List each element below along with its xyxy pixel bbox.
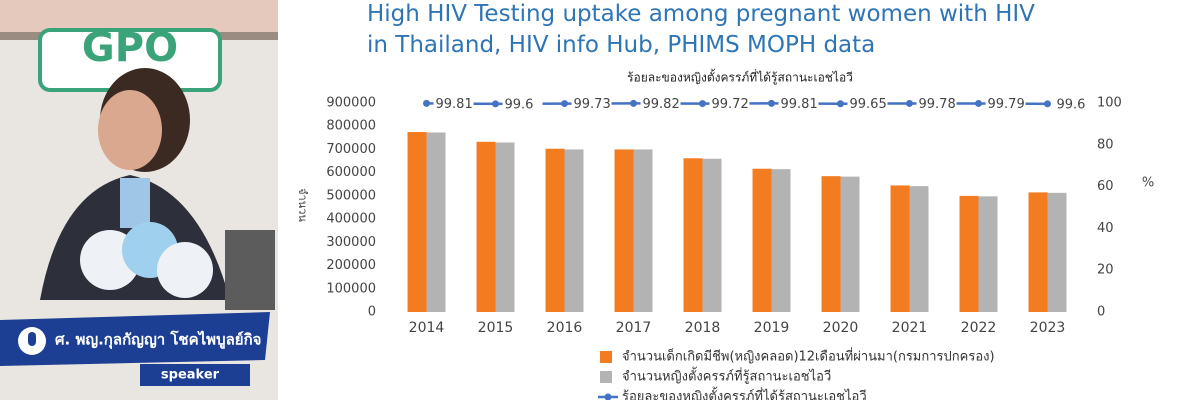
y2-axis-label: % bbox=[1142, 176, 1154, 191]
y-tick-label: 700000 bbox=[326, 142, 376, 157]
bar bbox=[495, 142, 515, 312]
y2-tick-label: 20 bbox=[1097, 263, 1114, 278]
chart-title: High HIV Testing uptake among pregnant w… bbox=[367, 1, 1035, 58]
bar bbox=[407, 132, 427, 312]
data-label: 99.65 bbox=[850, 97, 887, 112]
y2-tick-label: 100 bbox=[1097, 96, 1122, 111]
chart-subtitle: ร้อยละของหญิงตั้งครรภ์ที่ได้รู้สถานะเอชไ… bbox=[627, 69, 853, 86]
bar bbox=[476, 141, 496, 312]
face bbox=[98, 90, 162, 170]
y-tick-label: 500000 bbox=[326, 188, 376, 203]
bar bbox=[702, 158, 722, 312]
bar bbox=[959, 195, 979, 312]
top-photo bbox=[0, 0, 278, 32]
x-tick-label: 2015 bbox=[478, 320, 514, 336]
x-tick-label: 2022 bbox=[961, 320, 997, 336]
scarf bbox=[120, 178, 150, 228]
legend-label: จำนวนหญิงตั้งครรภ์ที่รู้สถานะเอชไอวี bbox=[622, 367, 831, 385]
data-label-bg bbox=[1054, 95, 1095, 112]
y2-tick-label: 80 bbox=[1097, 137, 1114, 152]
data-label: 99.82 bbox=[643, 97, 680, 112]
podium bbox=[225, 230, 275, 310]
data-label-bg bbox=[985, 95, 1026, 112]
y-axis-label: จำนวน bbox=[296, 188, 309, 222]
line-marker bbox=[1044, 100, 1051, 108]
data-label: 99.78 bbox=[919, 97, 956, 112]
x-tick-label: 2014 bbox=[409, 320, 445, 336]
data-label-bg bbox=[640, 95, 681, 112]
mic-icon bbox=[28, 332, 36, 346]
bar bbox=[890, 185, 910, 312]
y2-tick-label: 0 bbox=[1097, 305, 1105, 320]
bar bbox=[1047, 192, 1067, 312]
x-tick-label: 2017 bbox=[616, 320, 652, 336]
data-label: 99.73 bbox=[574, 97, 611, 112]
flowers bbox=[157, 242, 213, 298]
line-marker bbox=[975, 99, 982, 107]
speaker-name: ศ. พญ.กุลกัญญา โชคไพบูลย์กิจ bbox=[55, 330, 261, 350]
data-label: 99.81 bbox=[781, 97, 818, 112]
bar bbox=[614, 149, 634, 312]
bar bbox=[978, 196, 998, 312]
legend-swatch bbox=[604, 393, 612, 400]
x-tick-label: 2021 bbox=[892, 320, 928, 336]
line-marker bbox=[906, 99, 913, 107]
data-label-bg bbox=[916, 95, 957, 112]
bar bbox=[771, 169, 791, 312]
bar bbox=[426, 132, 446, 312]
bar bbox=[909, 186, 929, 312]
line-marker bbox=[492, 100, 499, 108]
legend-swatch bbox=[600, 351, 612, 363]
data-label: 99.72 bbox=[712, 97, 749, 112]
bar bbox=[545, 148, 565, 312]
line-marker bbox=[837, 100, 844, 108]
data-label: 99.81 bbox=[436, 97, 473, 112]
x-tick-label: 2023 bbox=[1030, 320, 1066, 336]
data-label: 99.79 bbox=[988, 97, 1025, 112]
y-tick-label: 300000 bbox=[326, 235, 376, 250]
data-label-bg bbox=[502, 95, 543, 112]
y-tick-label: 200000 bbox=[326, 258, 376, 273]
bar bbox=[752, 168, 772, 312]
data-label-bg bbox=[709, 95, 750, 112]
line-marker bbox=[630, 99, 637, 107]
bar bbox=[683, 158, 703, 312]
y-tick-label: 800000 bbox=[326, 119, 376, 134]
bar bbox=[633, 149, 653, 312]
bar bbox=[840, 176, 860, 312]
bar bbox=[821, 176, 841, 312]
data-label-bg bbox=[847, 95, 888, 112]
line-marker bbox=[768, 99, 775, 107]
y-tick-label: 0 bbox=[368, 305, 376, 320]
y-tick-label: 400000 bbox=[326, 212, 376, 227]
x-tick-label: 2016 bbox=[547, 320, 583, 336]
role-tag bbox=[140, 364, 250, 386]
line-marker bbox=[699, 100, 706, 108]
bar bbox=[1028, 192, 1048, 312]
legend-swatch bbox=[600, 371, 612, 383]
data-label: 99.6 bbox=[505, 97, 534, 112]
speaker-role: speaker bbox=[161, 368, 220, 383]
y2-tick-label: 40 bbox=[1097, 221, 1114, 236]
background-logo: GPO bbox=[82, 25, 178, 71]
x-tick-label: 2019 bbox=[754, 320, 790, 336]
y2-tick-label: 60 bbox=[1097, 179, 1114, 194]
line-marker bbox=[561, 100, 568, 108]
y-tick-label: 100000 bbox=[326, 281, 376, 296]
line-marker bbox=[423, 99, 430, 107]
legend-label: ร้อยละของหญิงตั้งครรภ์ที่ได้รู้สถานะเอชไ… bbox=[622, 387, 867, 400]
data-label-bg bbox=[778, 95, 819, 112]
y-tick-label: 900000 bbox=[326, 96, 376, 111]
speaker-panel: GPO ศ. พญ.กุลกัญญา โชคไพบูลย์กิจ speaker bbox=[0, 0, 278, 400]
bar bbox=[564, 149, 584, 312]
data-label-bg bbox=[571, 95, 612, 112]
x-tick-label: 2020 bbox=[823, 320, 859, 336]
y-tick-label: 600000 bbox=[326, 165, 376, 180]
name-banner bbox=[0, 312, 270, 366]
legend-label: จำนวนเด็กเกิดมีชีพ(หญิงคลอด)12เดือนที่ผ่… bbox=[622, 347, 995, 365]
data-label: 99.6 bbox=[1057, 97, 1086, 112]
x-tick-label: 2018 bbox=[685, 320, 721, 336]
data-label-bg bbox=[433, 95, 474, 112]
